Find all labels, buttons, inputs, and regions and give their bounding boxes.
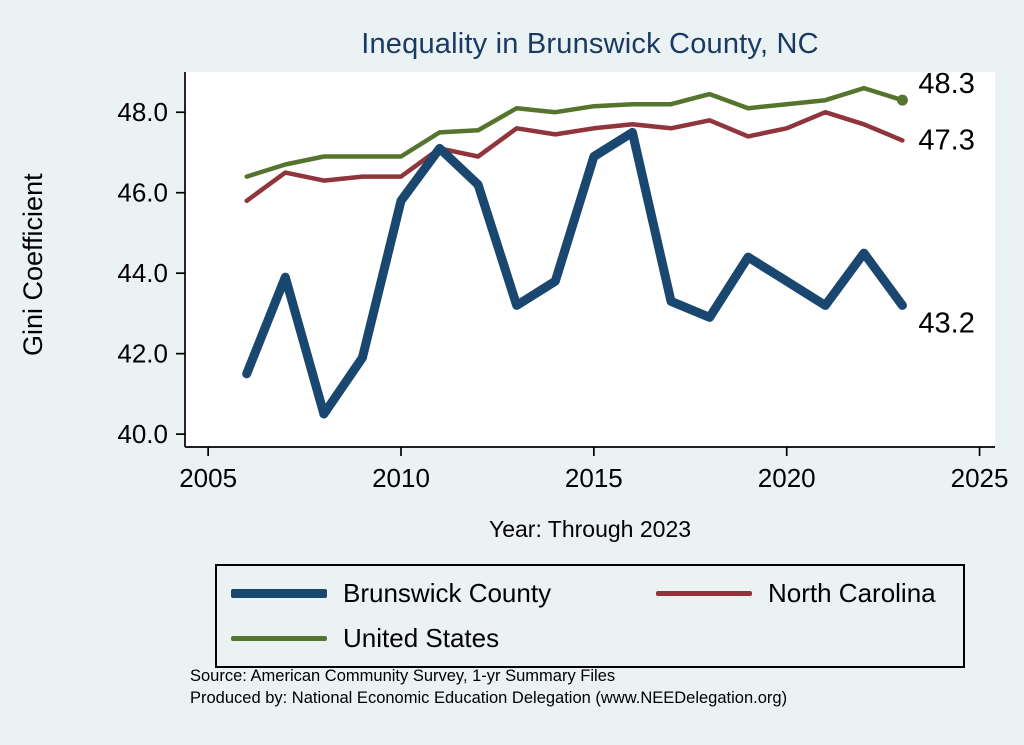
x-axis-title: Year: Through 2023 xyxy=(488,516,692,542)
x-tick-label: 2010 xyxy=(372,463,430,493)
y-tick-label: 42.0 xyxy=(117,339,168,369)
source-notes: Source: American Community Survey, 1-yr … xyxy=(190,666,787,710)
y-tick-label: 40.0 xyxy=(117,419,168,449)
legend-label-brunswick-county: Brunswick County xyxy=(343,578,552,608)
plot-area xyxy=(185,72,995,447)
y-tick-label: 48.0 xyxy=(117,97,168,127)
x-tick-label: 2005 xyxy=(179,463,237,493)
legend-swatch-north-carolina xyxy=(656,591,752,596)
end-label-brunswick-county: 43.2 xyxy=(918,307,974,339)
chart-title: Inequality in Brunswick County, NC xyxy=(361,28,819,60)
legend-label-north-carolina: North Carolina xyxy=(768,578,936,608)
y-axis-title: Gini Coefficient xyxy=(18,173,48,357)
x-tick-label: 2015 xyxy=(565,463,623,493)
legend-entry-brunswick-county: Brunswick County xyxy=(231,578,656,609)
source-line: Source: American Community Survey, 1-yr … xyxy=(190,667,616,685)
end-label-united-states: 48.3 xyxy=(918,68,974,100)
series-end-marker-united-states xyxy=(896,94,908,106)
legend-swatch-united-states xyxy=(231,636,327,641)
series-line-united-states xyxy=(244,85,905,179)
legend-label-united-states: United States xyxy=(343,623,500,653)
produced-by-line: Produced by: National Economic Education… xyxy=(190,688,788,707)
series-line-north-carolina xyxy=(244,109,905,204)
series-line-brunswick-county xyxy=(242,127,907,419)
x-tick-label: 2025 xyxy=(951,463,1009,493)
legend-entry-north-carolina: North Carolina xyxy=(656,578,953,609)
chart-legend: Brunswick County North Carolina United S… xyxy=(215,564,965,668)
y-tick-label: 44.0 xyxy=(117,258,168,288)
legend-entry-united-states: United States xyxy=(231,623,656,654)
legend-swatch-brunswick-county xyxy=(231,589,327,598)
x-tick-label: 2020 xyxy=(758,463,816,493)
y-tick-label: 46.0 xyxy=(117,178,168,208)
end-label-north-carolina: 47.3 xyxy=(918,124,974,156)
